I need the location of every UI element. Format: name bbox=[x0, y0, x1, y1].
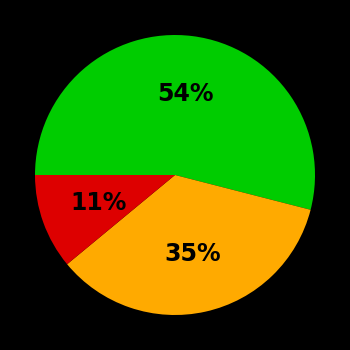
Text: 54%: 54% bbox=[157, 83, 214, 106]
Wedge shape bbox=[67, 175, 310, 315]
Wedge shape bbox=[35, 175, 175, 264]
Text: 35%: 35% bbox=[164, 242, 221, 266]
Text: 11%: 11% bbox=[70, 190, 127, 215]
Wedge shape bbox=[35, 35, 315, 210]
